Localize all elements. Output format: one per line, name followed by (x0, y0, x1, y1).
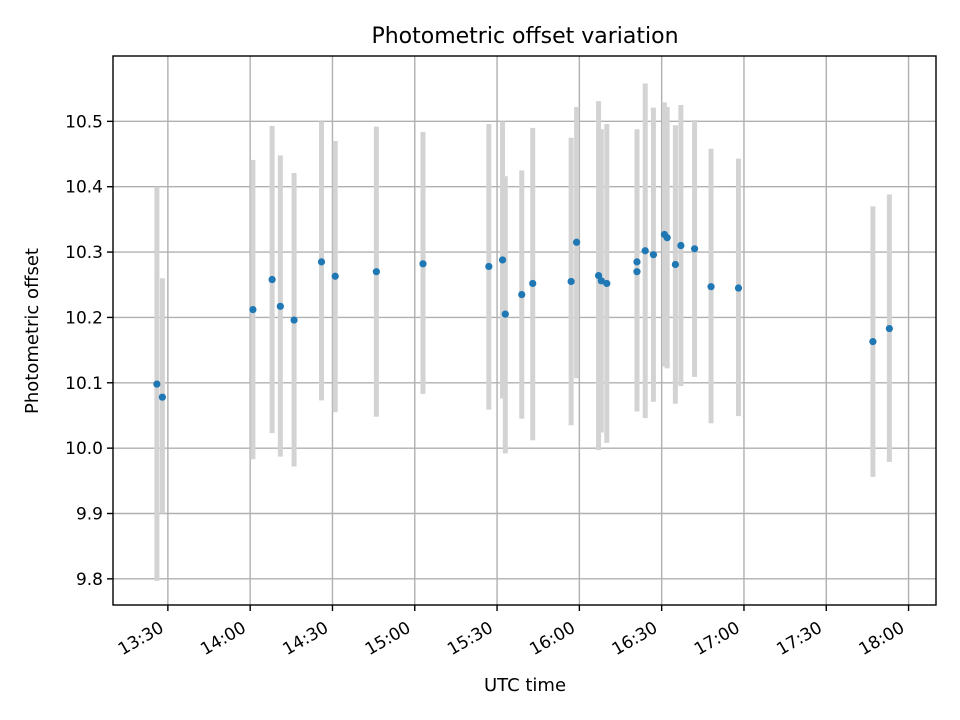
data-point (249, 305, 257, 314)
y-tick-label: 9.8 (76, 570, 103, 590)
data-point (268, 275, 276, 284)
data-point (677, 241, 685, 250)
data-point (317, 258, 326, 266)
data-point (734, 284, 743, 292)
y-axis-label: Photometric offset (22, 248, 43, 414)
y-tick-label: 10.1 (65, 374, 103, 394)
data-point (419, 260, 427, 268)
x-axis-label: UTC time (484, 675, 566, 696)
data-point (567, 277, 575, 286)
data-point (153, 380, 161, 388)
data-point (372, 268, 380, 276)
data-point (869, 338, 877, 346)
data-point (885, 324, 893, 333)
grid (113, 56, 936, 605)
data-point (518, 290, 526, 299)
data-point (498, 256, 507, 264)
y-tick-label: 10.3 (65, 243, 103, 263)
y-tick-label: 10.4 (65, 178, 103, 198)
plot-frame (112, 55, 937, 606)
y-axis-ticks: 9.8 9.9 10.0 10.1 10.2 10.3 10.4 10.5 (65, 112, 113, 590)
y-tick-label: 9.9 (76, 505, 103, 525)
data-point (158, 393, 166, 401)
data-point (603, 279, 611, 288)
data-point (649, 251, 658, 259)
data-point (641, 247, 649, 255)
data-point (485, 262, 493, 271)
data-point (707, 283, 715, 291)
y-tick-label: 10.0 (65, 439, 103, 459)
data-points (153, 230, 893, 401)
data-point (690, 245, 699, 253)
data-point (276, 302, 284, 310)
data-point (597, 277, 605, 285)
data-point (633, 268, 641, 276)
data-point (331, 272, 339, 280)
data-point (633, 258, 641, 266)
y-tick-label: 10.5 (65, 112, 103, 132)
data-point (501, 310, 509, 318)
y-tick-label: 10.2 (65, 308, 103, 328)
data-point (573, 238, 581, 246)
data-point (290, 316, 298, 324)
data-point (671, 260, 679, 269)
data-point (663, 234, 671, 242)
chart-title: Photometric offset variation (371, 24, 678, 49)
data-point (529, 279, 537, 288)
